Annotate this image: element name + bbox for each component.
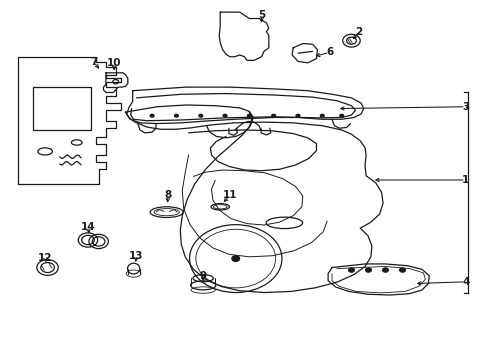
Text: 4: 4: [461, 277, 468, 287]
Text: 12: 12: [38, 253, 52, 263]
Circle shape: [247, 114, 251, 117]
Circle shape: [199, 114, 202, 117]
Text: 14: 14: [81, 222, 95, 232]
Circle shape: [339, 114, 343, 117]
Circle shape: [320, 114, 324, 117]
Text: 5: 5: [257, 10, 264, 20]
Circle shape: [271, 114, 275, 117]
Circle shape: [348, 268, 354, 272]
Text: 9: 9: [199, 271, 206, 281]
Circle shape: [174, 114, 178, 117]
Text: 3: 3: [461, 102, 468, 112]
Text: 1: 1: [461, 175, 468, 185]
Circle shape: [150, 114, 154, 117]
Circle shape: [382, 268, 387, 272]
Circle shape: [223, 114, 226, 117]
Circle shape: [365, 268, 371, 272]
Text: 8: 8: [163, 190, 171, 201]
Text: 11: 11: [222, 190, 237, 201]
Text: 6: 6: [325, 48, 332, 58]
Text: 2: 2: [354, 27, 362, 37]
Text: 10: 10: [107, 58, 121, 68]
Text: 13: 13: [129, 251, 143, 261]
Text: 7: 7: [90, 57, 97, 67]
Circle shape: [399, 268, 405, 272]
Circle shape: [295, 114, 299, 117]
Circle shape: [231, 256, 239, 261]
